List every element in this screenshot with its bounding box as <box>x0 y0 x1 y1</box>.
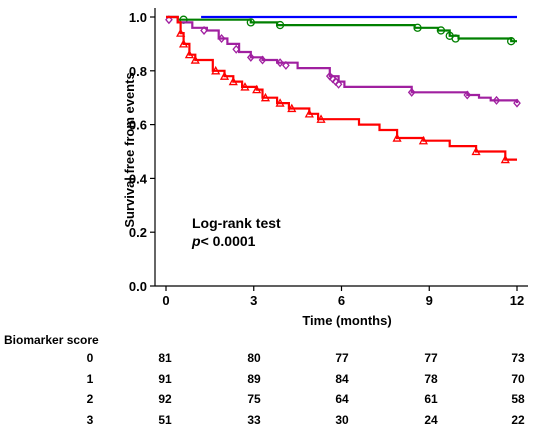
risk-count: 77 <box>335 351 349 365</box>
risk-count: 24 <box>424 413 438 427</box>
censor-marker <box>252 84 262 94</box>
x-tick-label: 0 <box>162 293 169 308</box>
censor-marker <box>451 34 460 43</box>
log-rank-annotation: Log-rank test <box>192 215 281 231</box>
censor-marker <box>258 55 267 65</box>
censor-marker <box>392 133 402 142</box>
censor-marker <box>246 52 255 62</box>
x-tick-label: 12 <box>510 293 524 308</box>
censor-marker <box>316 114 326 123</box>
risk-count: 78 <box>424 372 438 386</box>
risk-row-label: 3 <box>87 413 94 427</box>
censor-marker <box>178 39 189 48</box>
censor-marker <box>276 58 284 68</box>
y-tick-label: 0.8 <box>129 64 147 79</box>
y-tick-label: 1.0 <box>129 10 147 25</box>
risk-count: 64 <box>335 392 349 406</box>
risk-count: 80 <box>247 351 261 365</box>
censor-marker <box>287 103 297 113</box>
risk-row-label: 0 <box>87 351 94 365</box>
censor-marker <box>176 28 186 37</box>
y-axis-label: Survival free from events <box>122 72 137 227</box>
censor-marker <box>471 146 481 156</box>
risk-table: 0 81 80 77 77 73 1 91 89 84 78 70 2 92 75 64 61 58 3 51 33 30… <box>87 351 525 427</box>
y-tick-label: 0.2 <box>129 225 147 240</box>
censor-marker <box>260 92 271 102</box>
censor-marker <box>219 71 230 80</box>
censor-marker <box>282 60 290 70</box>
survival-line-score-3 <box>166 15 517 161</box>
risk-count: 92 <box>158 392 172 406</box>
censor-marker <box>165 15 173 25</box>
risk-count: 91 <box>158 372 172 386</box>
risk-count: 89 <box>247 372 261 386</box>
plot-area: 0.0 0.2 0.4 0.6 0.8 1.0 0 3 6 9 12 <box>129 8 528 308</box>
censor-marker <box>436 26 446 35</box>
risk-table-title: Biomarker score <box>4 333 99 347</box>
censor-marker <box>304 108 314 118</box>
risk-count: 73 <box>511 351 525 365</box>
x-tick-label: 3 <box>250 293 257 308</box>
censor-marker <box>275 98 285 107</box>
risk-count: 33 <box>247 413 261 427</box>
risk-count: 61 <box>424 392 438 406</box>
censor-marker <box>217 34 226 44</box>
censor-marker <box>190 55 200 64</box>
censor-marker <box>418 135 428 145</box>
series-score-3 <box>166 15 517 164</box>
y-tick-label: 0.4 <box>129 171 148 186</box>
censor-marker <box>506 37 516 46</box>
x-axis-ticks: 0 3 6 9 12 <box>162 286 524 308</box>
censor-marker <box>228 76 238 86</box>
p-symbol: p <box>191 233 201 249</box>
censor-marker <box>246 18 255 27</box>
risk-count: 58 <box>511 392 525 406</box>
censor-marker <box>184 49 194 59</box>
censor-marker <box>463 90 472 100</box>
survival-line-score-2 <box>166 15 519 104</box>
censor-marker <box>500 154 510 164</box>
risk-row-label: 2 <box>87 392 94 406</box>
censor-marker <box>492 95 501 105</box>
series-score-2 <box>165 15 521 108</box>
survival-curves <box>165 15 521 164</box>
censor-marker <box>211 65 221 75</box>
survival-line-score-1 <box>166 15 517 43</box>
censor-marker <box>240 82 250 91</box>
risk-count: 77 <box>424 351 438 365</box>
risk-row-label: 1 <box>87 372 94 386</box>
x-tick-label: 6 <box>338 293 345 308</box>
risk-count: 75 <box>247 392 261 406</box>
risk-count: 70 <box>511 372 525 386</box>
censor-marker <box>200 25 208 35</box>
p-value-annotation: p< 0.0001 <box>191 233 256 249</box>
x-tick-label: 9 <box>426 293 433 308</box>
censor-marker <box>413 23 422 32</box>
risk-count: 84 <box>335 372 349 386</box>
censor-marker <box>334 79 343 89</box>
risk-count: 51 <box>158 413 172 427</box>
y-axis-ticks: 0.0 0.2 0.4 0.6 0.8 1.0 <box>129 10 155 294</box>
risk-count: 22 <box>511 413 525 427</box>
y-tick-label: 0.0 <box>129 279 147 294</box>
y-tick-label: 0.6 <box>129 118 147 133</box>
censor-marker <box>232 44 241 54</box>
censor-marker <box>513 98 521 108</box>
x-axis-label: Time (months) <box>302 313 391 328</box>
censor-marker <box>407 87 416 97</box>
censor-marker <box>275 20 285 30</box>
risk-count: 30 <box>335 413 349 427</box>
p-value-text: < 0.0001 <box>201 233 256 249</box>
risk-count: 81 <box>158 351 172 365</box>
